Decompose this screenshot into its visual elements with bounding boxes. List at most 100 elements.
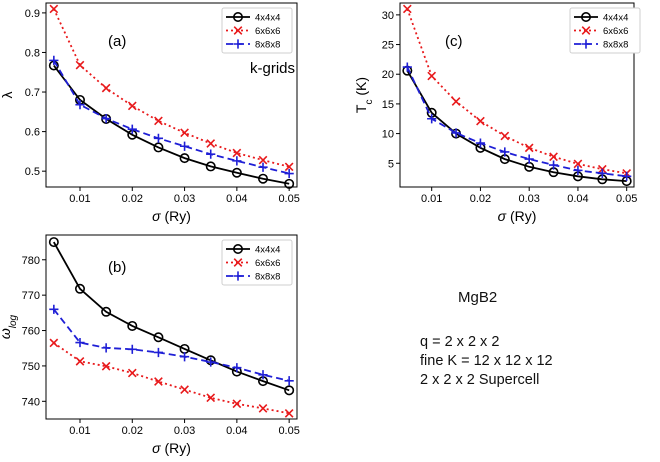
data-point [101, 113, 111, 124]
x-axis-label: σ (Ry) [498, 208, 537, 224]
data-point [475, 138, 486, 148]
legend-label: 8x8x8 [603, 40, 628, 51]
data-point [74, 283, 85, 294]
x-tick-label: 0.02 [122, 425, 143, 437]
plot-frame [45, 2, 298, 188]
x-tick-label: 0.05 [278, 193, 299, 205]
chart-panel-a: 0.01 0.02 0.03 0.04 0.05 0.5 0.6 0.7 0.8 0.9 σ (Ry… [0, 2, 300, 224]
legend-marker-4x4x4 [580, 12, 591, 22]
x-tick-label: 0.04 [226, 193, 247, 205]
y-tick-label: 25 [382, 40, 394, 52]
series-8x8x8 [49, 55, 294, 179]
material-label: MgB2 [458, 289, 498, 306]
y-axis-label: Tc (K) [353, 77, 375, 113]
plot-frame [45, 234, 298, 420]
y-tick-label: 0.9 [25, 8, 40, 20]
data-point [284, 385, 295, 396]
series-6x6x6 [49, 4, 294, 172]
data-point [402, 62, 412, 72]
series-line-4x4x4 [406, 70, 627, 182]
data-point [206, 139, 216, 148]
data-point [284, 376, 294, 386]
x-tick-label: 0.01 [421, 193, 442, 205]
data-point [284, 408, 294, 418]
x-tick-label: 0.01 [69, 425, 90, 437]
data-point [258, 370, 268, 380]
y-axis-label: ωlog [0, 314, 19, 339]
legend-marker-8x8x8 [581, 39, 591, 49]
series-6x6x6 [49, 338, 294, 418]
series-line-6x6x6 [406, 8, 627, 175]
legend-marker-6x6x6 [581, 26, 591, 35]
legend-box [569, 7, 641, 54]
data-point [500, 147, 510, 157]
data-point [573, 159, 583, 169]
legend-label: 6x6x6 [603, 26, 628, 37]
y-tick-label: 20 [382, 69, 394, 81]
y-tick-label: 770 [22, 290, 40, 302]
legend-label: 4x4x4 [603, 13, 628, 24]
series-8x8x8 [49, 304, 294, 386]
data-point [548, 160, 559, 170]
legend-box [221, 239, 293, 286]
data-point [232, 148, 242, 158]
data-point [206, 149, 216, 159]
data-point [206, 393, 216, 403]
supercell-text: 2 x 2 x 2 Supercell [420, 372, 540, 388]
legend-marker-6x6x6 [233, 26, 243, 35]
data-point [101, 83, 111, 93]
data-point [597, 168, 607, 178]
data-point [154, 377, 163, 386]
data-point [101, 361, 111, 371]
data-point [232, 156, 242, 166]
panel-label: (a) [108, 33, 126, 50]
data-point [49, 338, 59, 348]
data-point [48, 237, 59, 248]
data-point [75, 60, 85, 70]
data-point [49, 55, 59, 65]
data-point [549, 152, 558, 162]
fine-k-grid-text: fine K = 12 x 12 x 12 [420, 353, 553, 369]
legend-label: 4x4x4 [255, 245, 280, 256]
legend-label: 4x4x4 [255, 13, 280, 24]
y-tick-label: 30 [382, 10, 394, 22]
data-point [180, 385, 189, 394]
data-point [524, 154, 534, 164]
data-point [180, 128, 189, 138]
legend: 4x4x4 6x6x6 8x8x8 [221, 7, 293, 54]
data-point [127, 101, 137, 111]
data-point [476, 116, 485, 126]
data-point [524, 143, 534, 153]
computation-parameters: q = 2 x 2 x 2 fine K = 12 x 12 x 12 2 x … [420, 333, 553, 390]
y-axis-label: λ [0, 92, 15, 99]
x-tick-label: 0.02 [470, 193, 491, 205]
panel-annotation: k-grids [250, 60, 295, 77]
legend-marker-4x4x4 [233, 12, 244, 22]
data-point [127, 320, 138, 331]
data-point [205, 161, 216, 172]
data-point [500, 131, 510, 141]
data-point [232, 363, 242, 373]
legend-box [221, 7, 293, 54]
series-4x4x4 [48, 60, 295, 189]
chart-panel-c: 0.01 0.02 0.03 0.04 0.05 5 10 15 20 25 30 σ (Ry) Tc … [353, 2, 641, 224]
y-tick-label: 15 [382, 99, 394, 111]
legend-label: 8x8x8 [255, 272, 280, 283]
data-point [284, 168, 294, 179]
series-8x8x8 [402, 62, 632, 181]
series-line-8x8x8 [406, 66, 627, 178]
x-tick-label: 0.05 [616, 193, 637, 205]
x-tick-label: 0.04 [226, 425, 247, 437]
x-axis-label: σ (Ry) [152, 208, 191, 224]
panel-label: (b) [108, 259, 126, 276]
y-tick-label: 0.5 [25, 166, 40, 178]
data-point [427, 114, 437, 124]
data-point [75, 100, 85, 110]
y-tick-label: 760 [22, 326, 40, 338]
y-tick-label: 750 [22, 361, 40, 373]
data-point [258, 162, 268, 172]
data-point [153, 142, 164, 153]
data-point [49, 4, 59, 14]
data-point [258, 173, 269, 184]
y-tick-label: 10 [382, 129, 394, 141]
